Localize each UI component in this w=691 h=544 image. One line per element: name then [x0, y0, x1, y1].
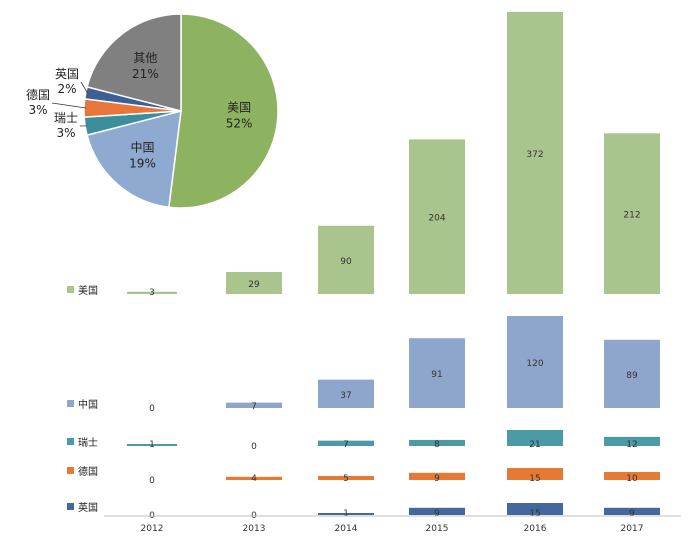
bar-value-label: 12	[626, 440, 637, 450]
x-tick-label: 2015	[426, 524, 449, 534]
x-tick-label: 2017	[621, 524, 644, 534]
legend-marker	[67, 467, 74, 474]
pie-slice-label: 英国	[55, 67, 79, 81]
legend-label: 中国	[78, 398, 98, 411]
bar-value-label: 10	[626, 474, 638, 484]
legend-marker	[67, 503, 74, 510]
x-tick-label: 2012	[141, 524, 164, 534]
pie-slice-value: 52%	[226, 117, 253, 131]
bar-value-label: 0	[251, 442, 257, 452]
bar-value-label: 15	[529, 509, 540, 519]
bar-value-label: 0	[149, 404, 155, 414]
pie-slice-label: 中国	[131, 140, 155, 155]
bar-value-label: 8	[434, 440, 440, 450]
bar-value-label: 372	[526, 150, 543, 160]
bar-value-label: 1	[149, 440, 155, 450]
bar-value-label: 120	[526, 359, 543, 369]
pie-slice-0	[169, 14, 278, 208]
bar-value-label: 21	[529, 440, 540, 450]
x-tick-label: 2016	[524, 524, 547, 534]
bar-value-label: 15	[529, 474, 540, 484]
bar-value-label: 37	[340, 391, 351, 401]
bar-value-label: 3	[149, 288, 155, 298]
legend-marker	[67, 438, 74, 445]
bar-value-label: 91	[431, 370, 442, 380]
pie-slice-label: 美国	[227, 101, 251, 115]
bar-value-label: 9	[629, 509, 635, 519]
bar-value-label: 90	[340, 257, 352, 267]
bar-value-label: 7	[343, 440, 349, 450]
legend-label: 瑞士	[78, 436, 98, 449]
bar-value-label: 9	[434, 509, 440, 519]
pie-leader-line	[52, 103, 86, 108]
x-tick-label: 2014	[335, 524, 358, 534]
pie-slice-value: 21%	[132, 67, 159, 81]
legend-label: 英国	[78, 501, 98, 514]
bar-value-label: 212	[623, 211, 640, 221]
x-tick-label: 2013	[243, 524, 266, 534]
pie-slice-value: 2%	[57, 82, 76, 96]
legend-label: 美国	[78, 284, 98, 297]
legend-marker	[67, 286, 74, 293]
bar-value-label: 29	[248, 280, 260, 290]
bar-value-label: 4	[251, 474, 257, 484]
bar-value-label: 204	[428, 214, 445, 224]
pie-slice-value: 19%	[129, 157, 156, 171]
bar-value-label: 7	[251, 402, 257, 412]
legend-label: 德国	[78, 465, 98, 478]
pie-slice-label: 瑞士	[54, 111, 78, 125]
pie-slice-value: 3%	[56, 126, 75, 140]
pie-slice-value: 3%	[28, 103, 47, 117]
bar-value-label: 5	[343, 474, 349, 484]
bar-value-label: 1	[343, 509, 349, 519]
bar-value-label: 89	[626, 371, 638, 381]
legend-marker	[67, 400, 74, 407]
bar-value-label: 9	[434, 474, 440, 484]
bar-value-label: 0	[149, 476, 155, 486]
pie-slice-label: 其他	[133, 51, 157, 65]
pie-slice-label: 德国	[26, 87, 50, 102]
